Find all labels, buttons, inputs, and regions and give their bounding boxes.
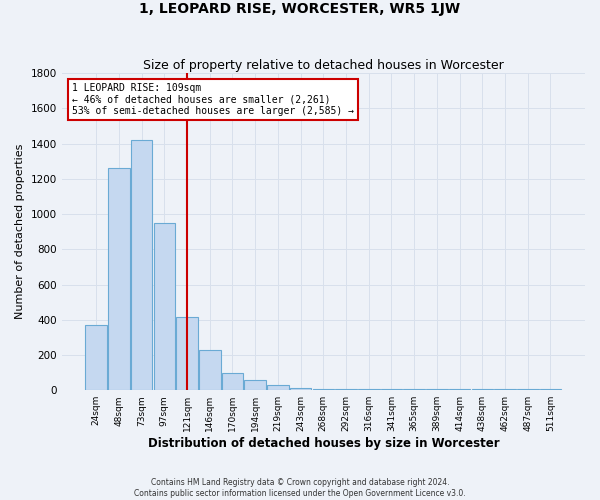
X-axis label: Distribution of detached houses by size in Worcester: Distribution of detached houses by size … <box>148 437 499 450</box>
Text: Contains HM Land Registry data © Crown copyright and database right 2024.
Contai: Contains HM Land Registry data © Crown c… <box>134 478 466 498</box>
Bar <box>85 325 107 390</box>
Bar <box>154 223 175 390</box>
Bar <box>199 350 221 390</box>
Bar <box>290 388 311 390</box>
Text: 1, LEOPARD RISE, WORCESTER, WR5 1JW: 1, LEOPARD RISE, WORCESTER, WR5 1JW <box>139 2 461 16</box>
Bar <box>176 317 198 390</box>
Y-axis label: Number of detached properties: Number of detached properties <box>15 144 25 320</box>
Bar <box>267 385 289 390</box>
Title: Size of property relative to detached houses in Worcester: Size of property relative to detached ho… <box>143 59 504 72</box>
Bar <box>222 372 243 390</box>
Bar <box>108 168 130 390</box>
Bar <box>244 380 266 390</box>
Bar <box>131 140 152 390</box>
Text: 1 LEOPARD RISE: 109sqm
← 46% of detached houses are smaller (2,261)
53% of semi-: 1 LEOPARD RISE: 109sqm ← 46% of detached… <box>72 82 354 116</box>
